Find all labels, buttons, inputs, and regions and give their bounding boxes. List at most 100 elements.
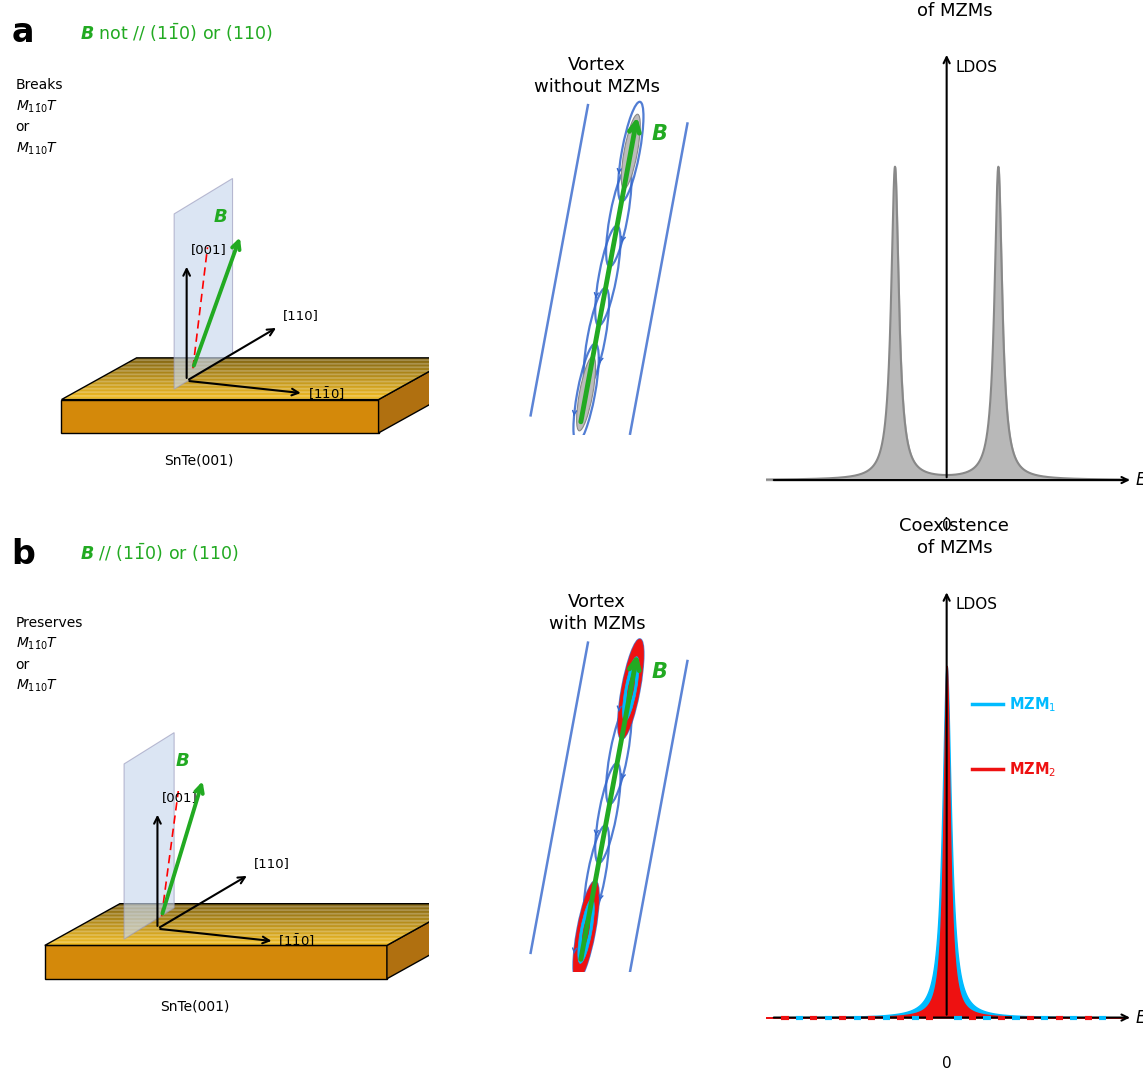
Polygon shape — [77, 390, 397, 391]
Text: $\boldsymbol{B}$ // (1$\bar{1}$0) or (110): $\boldsymbol{B}$ // (1$\bar{1}$0) or (11… — [80, 542, 239, 564]
Polygon shape — [64, 397, 384, 398]
Ellipse shape — [618, 640, 644, 739]
Text: Breaks
$M_{1\bar{1}0}T$
or
$M_{110}T$: Breaks $M_{1\bar{1}0}T$ or $M_{110}T$ — [16, 78, 63, 157]
Polygon shape — [50, 942, 394, 943]
Polygon shape — [85, 386, 403, 387]
Text: 0: 0 — [942, 1056, 951, 1071]
Polygon shape — [85, 921, 430, 923]
Polygon shape — [112, 906, 457, 908]
Text: MZM$_2$: MZM$_2$ — [1008, 760, 1056, 778]
Polygon shape — [127, 362, 446, 363]
Text: 0: 0 — [942, 518, 951, 533]
Polygon shape — [102, 376, 421, 377]
Text: $\boldsymbol{B}$ not // (1$\bar{1}$0) or (110): $\boldsymbol{B}$ not // (1$\bar{1}$0) or… — [80, 22, 273, 44]
Polygon shape — [91, 382, 411, 383]
Polygon shape — [125, 363, 443, 364]
Polygon shape — [67, 932, 411, 933]
Title: Vortex
without MZMs: Vortex without MZMs — [534, 56, 661, 96]
Text: b: b — [11, 538, 35, 571]
Text: [001]: [001] — [191, 243, 226, 256]
Polygon shape — [57, 937, 402, 938]
Polygon shape — [112, 371, 431, 372]
Polygon shape — [79, 388, 399, 390]
Polygon shape — [74, 928, 419, 929]
Polygon shape — [95, 916, 439, 918]
Ellipse shape — [628, 674, 634, 704]
Polygon shape — [99, 377, 418, 378]
Text: SnTe(001): SnTe(001) — [160, 1000, 230, 1014]
Text: $\boldsymbol{B}$: $\boldsymbol{B}$ — [175, 752, 190, 770]
Text: $\boldsymbol{B}$: $\boldsymbol{B}$ — [652, 662, 668, 682]
Polygon shape — [118, 904, 462, 905]
Polygon shape — [72, 392, 391, 395]
Polygon shape — [386, 904, 462, 978]
Ellipse shape — [622, 114, 640, 189]
Polygon shape — [94, 381, 414, 382]
Ellipse shape — [582, 916, 590, 946]
Polygon shape — [131, 359, 451, 360]
Polygon shape — [110, 908, 455, 909]
Polygon shape — [45, 944, 390, 945]
Ellipse shape — [576, 356, 596, 431]
Polygon shape — [47, 943, 392, 944]
Text: [110]: [110] — [282, 310, 319, 322]
Polygon shape — [82, 923, 427, 924]
Polygon shape — [103, 912, 447, 914]
Polygon shape — [119, 367, 439, 368]
Text: $E$: $E$ — [1135, 1008, 1143, 1027]
Polygon shape — [55, 938, 399, 940]
Text: LDOS: LDOS — [956, 60, 998, 75]
Polygon shape — [87, 920, 432, 921]
Polygon shape — [104, 374, 424, 376]
Text: MZM$_1$: MZM$_1$ — [1008, 694, 1056, 714]
Polygon shape — [62, 400, 378, 433]
Polygon shape — [89, 383, 408, 384]
Title: Coexistence
of MZMs: Coexistence of MZMs — [900, 517, 1009, 558]
Polygon shape — [96, 378, 416, 381]
Polygon shape — [117, 368, 437, 369]
Ellipse shape — [578, 899, 594, 963]
Polygon shape — [59, 935, 405, 937]
Polygon shape — [69, 395, 389, 396]
Polygon shape — [74, 391, 393, 392]
Polygon shape — [106, 373, 426, 374]
Polygon shape — [134, 358, 454, 359]
Text: Preserves
$M_{1\bar{1}0}T$
or
$M_{110}T$: Preserves $M_{1\bar{1}0}T$ or $M_{110}T$ — [16, 616, 83, 694]
Polygon shape — [174, 178, 232, 389]
Polygon shape — [70, 930, 415, 932]
Polygon shape — [114, 369, 433, 371]
Polygon shape — [107, 909, 451, 911]
Polygon shape — [63, 934, 407, 935]
Text: [110]: [110] — [254, 858, 289, 871]
Polygon shape — [129, 360, 449, 362]
Text: $\boldsymbol{B}$: $\boldsymbol{B}$ — [213, 209, 227, 227]
Polygon shape — [125, 733, 174, 940]
Text: [1$\bar{1}$0]: [1$\bar{1}$0] — [279, 933, 315, 949]
Text: $E$: $E$ — [1135, 471, 1143, 489]
Title: Vortex
with MZMs: Vortex with MZMs — [549, 593, 646, 633]
Polygon shape — [65, 933, 409, 934]
Text: a: a — [11, 16, 34, 49]
Ellipse shape — [574, 882, 599, 980]
Polygon shape — [105, 911, 449, 912]
Polygon shape — [80, 924, 424, 926]
Polygon shape — [53, 940, 397, 942]
Polygon shape — [72, 929, 417, 930]
Polygon shape — [109, 372, 429, 373]
Ellipse shape — [623, 657, 639, 721]
Polygon shape — [87, 384, 406, 386]
Polygon shape — [78, 926, 422, 928]
Polygon shape — [81, 387, 401, 388]
Polygon shape — [115, 905, 459, 906]
Polygon shape — [99, 914, 445, 915]
Text: [1$\bar{1}$0]: [1$\bar{1}$0] — [307, 385, 344, 402]
Polygon shape — [66, 396, 386, 397]
Text: SnTe(001): SnTe(001) — [165, 454, 234, 468]
Polygon shape — [378, 358, 454, 433]
Polygon shape — [45, 945, 386, 978]
Polygon shape — [97, 915, 442, 916]
Text: LDOS: LDOS — [956, 598, 998, 613]
Polygon shape — [90, 919, 434, 920]
Polygon shape — [62, 398, 381, 400]
Polygon shape — [93, 918, 437, 919]
